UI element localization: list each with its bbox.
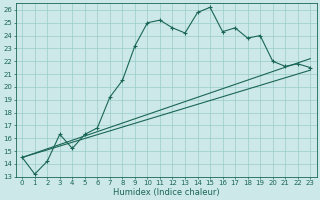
X-axis label: Humidex (Indice chaleur): Humidex (Indice chaleur) bbox=[113, 188, 220, 197]
